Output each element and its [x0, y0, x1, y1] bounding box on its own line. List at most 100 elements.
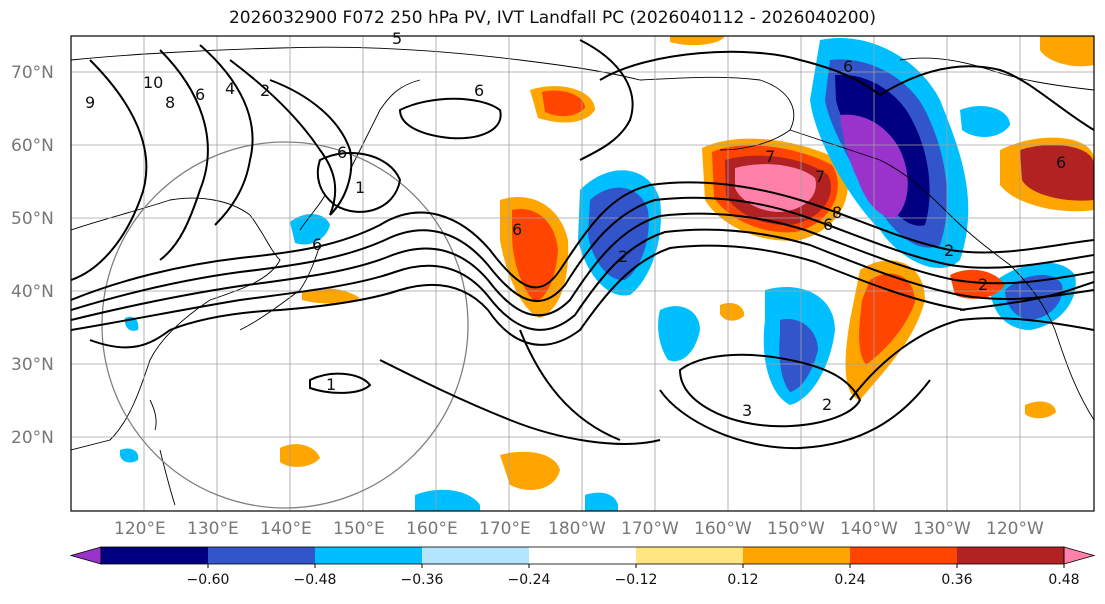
contour-label: 9 — [85, 93, 95, 112]
lon-label: 140°W — [840, 519, 898, 539]
colorbar-outline — [100, 546, 1065, 565]
lon-label: 150°E — [333, 519, 385, 539]
contour-label: 7 — [765, 147, 775, 166]
coast-taiwan-philippines — [149, 399, 176, 506]
shade-positive-kuril — [302, 288, 360, 304]
contour-label: 2 — [822, 395, 832, 414]
graticule — [71, 36, 1094, 511]
shade-positive-bering-core — [542, 90, 585, 117]
pv-contour-6 — [71, 59, 148, 281]
latitude-labels: 70°N 60°N 50°N 40°N 30°N 20°N — [11, 63, 54, 448]
coast-asia — [71, 197, 281, 451]
lon-label: 130°E — [187, 519, 239, 539]
colorbar-extend-low — [69, 546, 102, 565]
pv-contour-22 — [579, 39, 634, 161]
contour-labels: 10 9 8 6 4 2 5 6 6 1 6 6 7 6 2 1 3 2 6 7… — [85, 29, 1066, 420]
pv-contour-4 — [71, 228, 1094, 331]
contour-label: 8 — [832, 203, 842, 222]
shade-positive-subtrop-core — [859, 273, 915, 365]
lon-label: 180°W — [548, 519, 606, 539]
shade-positive-s6 — [720, 303, 745, 321]
colorbar-segment — [957, 547, 1065, 564]
lon-label: 160°W — [694, 519, 752, 539]
pv-contour-7 — [159, 49, 209, 261]
contour-label: 8 — [165, 93, 175, 112]
pv-contour-18 — [379, 359, 661, 445]
pv-contour-16 — [659, 379, 931, 450]
lon-label: 160°E — [406, 519, 458, 539]
shade-negative-165w — [658, 306, 700, 362]
contour-label: 6 — [512, 220, 522, 239]
colorbar-tick-label: −0.36 — [401, 572, 444, 588]
contour-label: 4 — [225, 79, 235, 98]
pv-contour-3 — [71, 212, 1094, 321]
colorbar-segment — [101, 547, 209, 564]
shade-negative-subtrop-core — [779, 319, 818, 392]
lat-label: 20°N — [11, 428, 54, 448]
colorbar-tick-label: 0.24 — [834, 572, 865, 588]
colorbar-tick-label: −0.12 — [615, 572, 658, 588]
shade-positive-s2 — [500, 451, 560, 490]
lon-label: 140°E — [260, 519, 312, 539]
colorbar-segment — [636, 547, 744, 564]
coast-japan — [239, 194, 326, 331]
contour-label: 2 — [944, 241, 954, 260]
pv-contour-2 — [71, 196, 1094, 311]
colorbar-segment — [422, 547, 530, 564]
shade-negative-s7 — [120, 448, 139, 463]
colorbar-tick-label: 0.12 — [727, 572, 758, 588]
pv-contour-13 — [599, 50, 881, 96]
shade-positive-s9 — [670, 36, 725, 46]
shade-negative-s4 — [585, 492, 618, 511]
shade-positive-s1 — [280, 444, 320, 467]
contour-label: 2 — [978, 275, 988, 294]
pv-contour-15 — [678, 353, 862, 428]
contour-label: 2 — [618, 247, 628, 266]
lat-label: 60°N — [11, 136, 54, 156]
pv-contour-17 — [309, 372, 372, 394]
shade-negative-s3 — [415, 489, 480, 511]
shade-positive-170e-core — [512, 209, 558, 302]
coast-arctic-islands — [899, 57, 1094, 91]
contour-label: 3 — [742, 401, 752, 420]
pv-contours — [71, 39, 1094, 450]
lat-label: 40°N — [11, 282, 54, 302]
lon-label: 120°W — [986, 519, 1044, 539]
contour-label: 6 — [843, 57, 853, 76]
pv-contour-20 — [959, 281, 1094, 311]
contour-label: 1 — [326, 375, 336, 394]
lat-label: 70°N — [11, 63, 54, 83]
contour-label: 6 — [474, 81, 484, 100]
lon-label: 150°W — [767, 519, 825, 539]
shade-negative-japan — [290, 214, 330, 245]
lon-label: 120°E — [114, 519, 166, 539]
shade-positive-s5 — [1025, 401, 1056, 419]
shade-positive-gulf-pink — [735, 164, 816, 212]
pv-contour-14 — [879, 65, 1094, 131]
pv-contour-19 — [519, 329, 621, 441]
coast-north-america — [1009, 264, 1094, 421]
lon-label: 170°W — [621, 519, 679, 539]
colorbar-tick-label: −0.60 — [187, 572, 230, 588]
lon-label: 130°W — [913, 519, 971, 539]
colorbar-segment — [743, 547, 851, 564]
colorbar-tick-label: −0.48 — [294, 572, 337, 588]
colorbar-segment — [315, 547, 423, 564]
colorbar-tick-label: 0.36 — [941, 572, 972, 588]
contour-label: 6 — [337, 143, 347, 162]
contour-label: 10 — [143, 73, 163, 92]
shade-negative-small-arctic — [960, 105, 1010, 137]
colorbar-segment — [208, 547, 316, 564]
colorbar-segment — [850, 547, 958, 564]
coastlines — [71, 46, 1094, 506]
shade-positive-west-coast — [950, 269, 1005, 299]
contour-label: 6 — [1056, 153, 1066, 172]
colorbar-extend-high — [1063, 546, 1096, 565]
contour-label: 1 — [355, 178, 365, 197]
pv-contour-9 — [229, 59, 337, 216]
longitude-labels: 120°E 130°E 140°E 150°E 160°E 170°E 180°… — [114, 519, 1044, 539]
colorbar-tick-label: −0.24 — [508, 572, 551, 588]
pv-contour-8 — [199, 44, 254, 226]
contour-label: 7 — [815, 167, 825, 186]
